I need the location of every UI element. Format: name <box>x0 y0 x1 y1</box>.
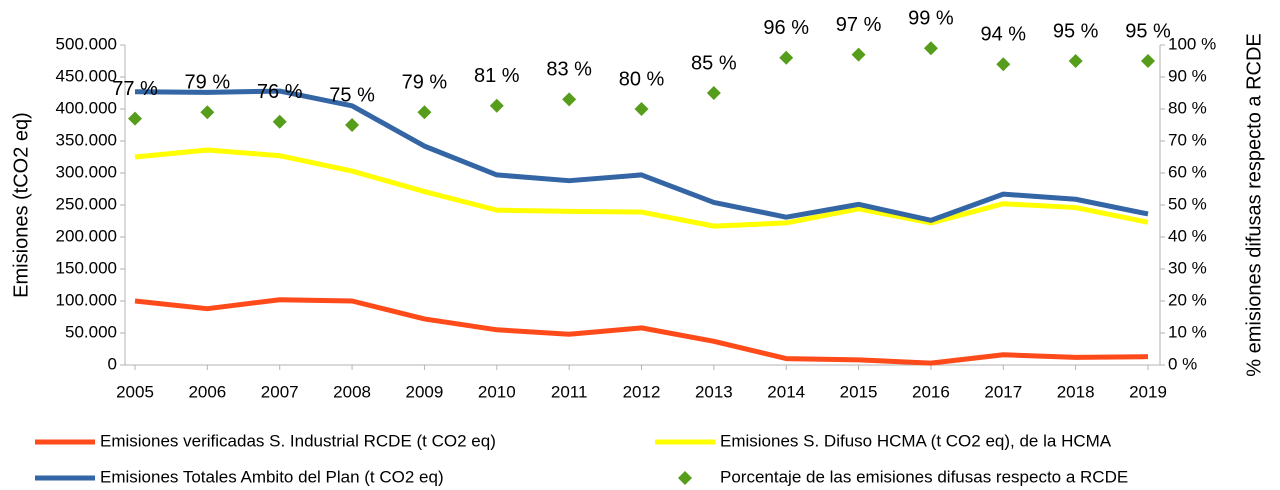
data-label: 94 % <box>980 23 1026 45</box>
y2-tick-label: 100 % <box>1168 34 1216 53</box>
point <box>562 92 577 107</box>
data-label: 97 % <box>836 14 882 36</box>
y-tick-label: 500.000 <box>56 34 117 53</box>
data-label: 85 % <box>691 52 737 74</box>
y2-tick-label: 80 % <box>1168 98 1207 117</box>
x-tick-label: 2014 <box>767 382 805 401</box>
data-label: 79 % <box>185 71 231 93</box>
series-line <box>134 297 1149 366</box>
y2-tick-label: 90 % <box>1168 66 1207 85</box>
point <box>923 41 938 56</box>
y-tick-label: 150.000 <box>56 258 117 277</box>
x-tick-label: 2011 <box>551 382 588 401</box>
x-tick-label: 2009 <box>406 382 444 401</box>
y-tick-label: 400.000 <box>56 98 117 117</box>
x-tick-label: 2015 <box>840 382 878 401</box>
y2-tick-label: 20 % <box>1168 290 1207 309</box>
y2-tick-label: 50 % <box>1168 194 1207 213</box>
point <box>1068 54 1083 68</box>
y-axis-label: Emisiones (tCO2 eq) <box>10 112 32 298</box>
point <box>200 105 215 120</box>
x-tick-label: 2010 <box>478 382 516 401</box>
y2-tick-label: 0 % <box>1168 354 1197 373</box>
point <box>706 86 721 100</box>
y2-tick-label: 70 % <box>1168 130 1207 149</box>
x-tick-label: 2013 <box>695 382 733 401</box>
point <box>272 114 287 129</box>
legend-label: Emisiones S. Difuso HCMA (t CO2 eq), de … <box>720 431 1112 450</box>
x-tick-label: 2005 <box>116 382 154 401</box>
x-tick-label: 2008 <box>333 382 371 401</box>
legend-label: Emisiones verificadas S. Industrial RCDE… <box>100 431 496 450</box>
y2-tick-label: 40 % <box>1168 226 1207 245</box>
y-tick-label: 200.000 <box>56 226 117 245</box>
y2-axis-label: % emisiones difusas respecto a RCDE <box>1243 33 1265 376</box>
y-tick-label: 0 <box>108 354 117 373</box>
point <box>779 50 794 65</box>
x-tick-label: 2007 <box>261 382 299 401</box>
x-tick-label: 2019 <box>1129 382 1167 401</box>
y-tick-label: 50.000 <box>65 322 117 341</box>
point <box>128 111 142 126</box>
y2-tick-label: 60 % <box>1168 162 1207 181</box>
series-line <box>134 88 1149 223</box>
data-label: 81 % <box>474 65 520 87</box>
data-label: 99 % <box>908 7 954 29</box>
data-label: 79 % <box>402 71 448 93</box>
data-label: 76 % <box>257 81 303 103</box>
point <box>1141 54 1155 68</box>
data-label: 95 % <box>1125 20 1171 42</box>
point <box>996 57 1011 72</box>
point <box>634 102 649 116</box>
point <box>345 118 360 132</box>
y-tick-label: 250.000 <box>56 194 117 213</box>
data-label: 75 % <box>329 84 375 106</box>
y-tick-label: 450.000 <box>56 66 117 85</box>
y-tick-label: 100.000 <box>56 290 117 309</box>
legend-marker <box>678 471 692 485</box>
y2-tick-label: 30 % <box>1168 258 1207 277</box>
data-label: 96 % <box>763 17 809 39</box>
data-label: 83 % <box>546 59 592 81</box>
point <box>417 105 432 120</box>
legend-label: Porcentaje de las emisiones difusas resp… <box>720 467 1128 486</box>
series-line <box>134 147 1149 229</box>
point <box>851 47 866 62</box>
x-tick-label: 2016 <box>912 382 950 401</box>
x-tick-label: 2006 <box>188 382 226 401</box>
legend-label: Emisiones Totales Ambito del Plan (t CO2… <box>100 467 444 486</box>
data-label: 77 % <box>112 78 158 100</box>
y-tick-label: 350.000 <box>56 130 117 149</box>
data-label: 95 % <box>1053 20 1099 42</box>
data-label: 80 % <box>619 68 665 90</box>
x-tick-label: 2012 <box>623 382 661 401</box>
x-tick-label: 2017 <box>984 382 1022 401</box>
y2-tick-label: 10 % <box>1168 322 1207 341</box>
y-tick-label: 300.000 <box>56 162 117 181</box>
x-tick-label: 2018 <box>1057 382 1095 401</box>
point <box>489 98 504 113</box>
